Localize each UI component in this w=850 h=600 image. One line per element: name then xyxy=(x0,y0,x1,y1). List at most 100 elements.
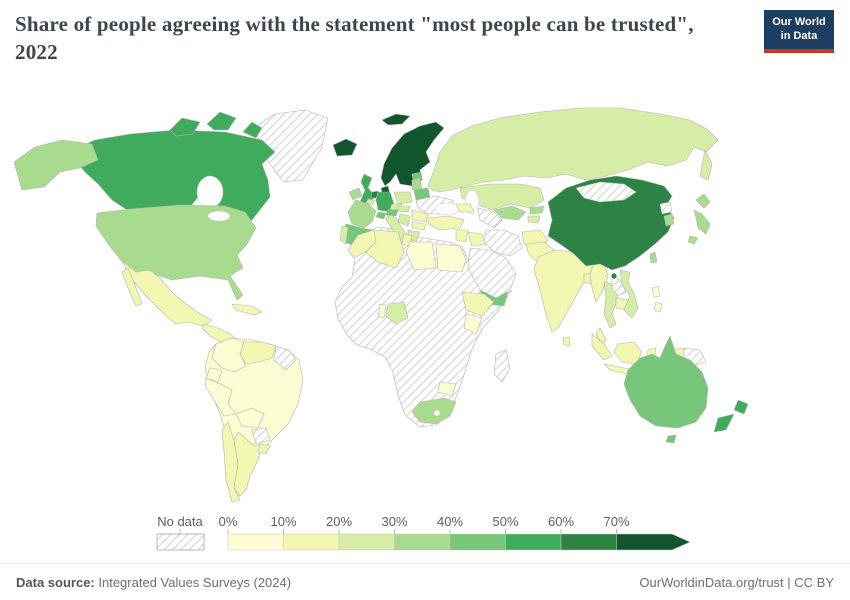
country-poland[interactable] xyxy=(393,191,413,205)
country-portugal[interactable] xyxy=(339,225,349,245)
country-turkey[interactable] xyxy=(427,215,465,231)
country-colombia[interactable] xyxy=(211,337,247,373)
country-new-zealand-south[interactable] xyxy=(713,413,735,433)
country-sri-lanka[interactable] xyxy=(562,336,571,347)
country-switzerland[interactable] xyxy=(375,211,387,220)
country-zimbabwe[interactable] xyxy=(437,381,457,397)
legend-bin-swatch[interactable] xyxy=(505,533,562,551)
country-iceland[interactable] xyxy=(332,138,358,157)
legend-tick-label: 20% xyxy=(326,514,352,529)
country-levant[interactable] xyxy=(455,229,469,243)
country-paraguay[interactable] xyxy=(251,427,271,445)
country-mexico[interactable] xyxy=(123,261,213,327)
country-belgium[interactable] xyxy=(365,198,376,206)
no-data-label: No data xyxy=(157,514,203,529)
legend-boundary-ticks xyxy=(227,529,617,534)
legend-bin-swatch[interactable] xyxy=(560,533,617,551)
country-egypt[interactable] xyxy=(435,243,467,273)
legend-tick-label: 40% xyxy=(437,514,463,529)
hudson-bay xyxy=(196,175,224,209)
country-austria[interactable] xyxy=(385,209,399,217)
country-philippines[interactable] xyxy=(653,301,663,313)
country-canada-arctic-islands[interactable] xyxy=(169,117,201,137)
owid-license-link[interactable]: OurWorldinData.org/trust | CC BY xyxy=(639,574,834,590)
country-france[interactable] xyxy=(347,199,377,229)
country-greenland[interactable] xyxy=(254,109,329,183)
country-balkans[interactable] xyxy=(397,213,411,227)
country-north-korea[interactable] xyxy=(659,201,673,215)
legend-color-bar xyxy=(227,533,691,551)
country-cuba[interactable] xyxy=(231,303,263,316)
country-baltics[interactable] xyxy=(411,177,423,191)
country-south-africa[interactable] xyxy=(411,397,457,425)
country-taiwan[interactable] xyxy=(649,251,658,264)
data-source-label: Data source: xyxy=(16,574,95,590)
country-new-zealand-north[interactable] xyxy=(733,399,749,415)
country-canada-arctic-islands[interactable] xyxy=(242,121,263,139)
country-kyrgyzstan[interactable] xyxy=(529,205,545,215)
country-svalbard[interactable] xyxy=(381,113,411,126)
owid-logo-line2: in Data xyxy=(780,29,818,42)
country-usa[interactable] xyxy=(95,204,257,301)
country-ecuador[interactable] xyxy=(205,367,223,383)
country-japan[interactable] xyxy=(687,235,699,245)
legend-bin-swatch[interactable] xyxy=(227,533,284,551)
country-romania[interactable] xyxy=(411,209,429,223)
country-australia[interactable] xyxy=(623,335,709,429)
country-hungary-slovakia[interactable] xyxy=(397,205,411,213)
country-vietnam[interactable] xyxy=(619,269,639,319)
country-china-hainan[interactable] xyxy=(611,273,617,279)
country-guyanas[interactable] xyxy=(273,345,297,371)
country-laos[interactable] xyxy=(611,275,627,297)
country-ethiopia[interactable] xyxy=(461,291,495,317)
country-kenya[interactable] xyxy=(463,313,483,335)
country-china[interactable] xyxy=(547,175,675,271)
country-ireland[interactable] xyxy=(348,187,363,201)
legend-bin-swatch-arrow[interactable] xyxy=(616,533,691,551)
country-south-korea[interactable] xyxy=(663,213,675,227)
country-algeria[interactable] xyxy=(365,229,405,269)
country-japan[interactable] xyxy=(695,193,711,209)
legend-bin-swatch[interactable] xyxy=(394,533,451,551)
legend-bin-swatch[interactable] xyxy=(283,533,340,551)
legend-tick-label: 60% xyxy=(548,514,574,529)
country-bolivia[interactable] xyxy=(235,407,265,429)
country-benin[interactable] xyxy=(377,303,387,319)
legend-bin-swatch[interactable] xyxy=(449,533,506,551)
country-uruguay[interactable] xyxy=(257,443,271,455)
black-sea xyxy=(434,202,460,216)
country-bangladesh[interactable] xyxy=(583,273,593,285)
country-nigeria[interactable] xyxy=(385,301,409,325)
legend-tick-label: 0% xyxy=(219,514,238,529)
owid-logo[interactable]: Our World in Data xyxy=(764,10,834,53)
legend-tick-label: 10% xyxy=(270,514,296,529)
country-canada-arctic-islands[interactable] xyxy=(206,111,237,131)
country-tajikistan[interactable] xyxy=(527,215,541,224)
country-philippines[interactable] xyxy=(651,285,661,298)
country-saudi-arabia[interactable] xyxy=(467,247,517,299)
country-argentina[interactable] xyxy=(233,431,263,497)
country-australia-tasmania[interactable] xyxy=(665,434,677,444)
country-iraq[interactable] xyxy=(467,231,487,247)
country-caucasus[interactable] xyxy=(455,203,475,213)
country-iran[interactable] xyxy=(483,229,523,257)
country-madagascar[interactable] xyxy=(493,349,511,383)
country-russia-kamchatka[interactable] xyxy=(699,149,713,181)
country-mongolia[interactable] xyxy=(575,181,637,203)
country-russia[interactable] xyxy=(427,107,719,193)
country-fennoscandia[interactable] xyxy=(380,121,445,187)
legend-tick-label: 30% xyxy=(381,514,407,529)
country-mexico-baja[interactable] xyxy=(121,267,143,307)
chart-footer: Data source: Integrated Values Surveys (… xyxy=(0,563,850,600)
world-choropleth-map xyxy=(0,92,850,516)
country-bulgaria[interactable] xyxy=(411,221,427,231)
country-venezuela[interactable] xyxy=(239,341,277,365)
country-uzbekistan[interactable] xyxy=(493,205,527,221)
country-alaska[interactable] xyxy=(13,139,99,191)
country-indonesia-sumatra[interactable] xyxy=(591,333,613,361)
country-japan[interactable] xyxy=(693,209,711,235)
country-turkmenistan[interactable] xyxy=(477,207,503,229)
no-data-swatch[interactable] xyxy=(156,533,205,551)
country-libya[interactable] xyxy=(405,241,437,271)
legend-bin-swatch[interactable] xyxy=(338,533,395,551)
